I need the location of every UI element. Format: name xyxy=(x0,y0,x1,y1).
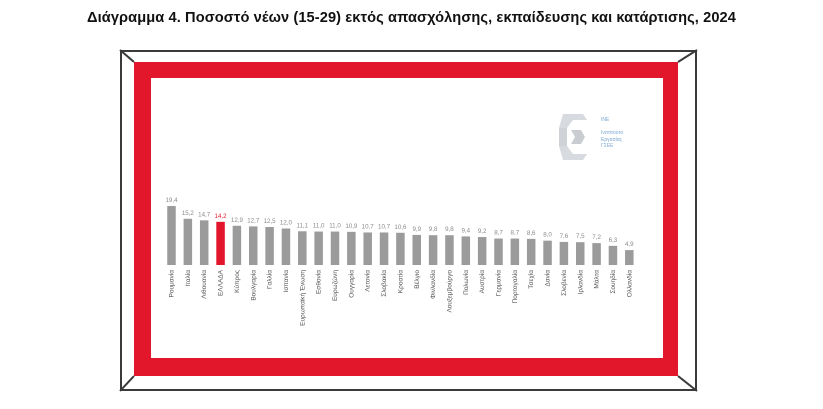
value-label-27: 6,3 xyxy=(609,237,618,244)
value-label-19: 9,2 xyxy=(478,228,487,235)
bar-1 xyxy=(183,218,193,265)
category-label-19: Αυστρία xyxy=(478,270,486,294)
bar-14 xyxy=(396,232,405,265)
bar-20 xyxy=(494,238,503,265)
value-label-16: 9,8 xyxy=(429,226,438,233)
category-label-13: Σλοβακία xyxy=(380,270,388,297)
category-label-28: Ολλανδία xyxy=(625,270,633,298)
value-label-21: 8,7 xyxy=(511,230,520,237)
value-label-28: 4,9 xyxy=(625,241,634,248)
category-label-1: Ιταλία xyxy=(184,270,192,287)
value-label-6: 12,5 xyxy=(264,218,277,225)
bar-23 xyxy=(543,240,552,265)
category-label-21: Πορτογαλία xyxy=(511,270,519,304)
category-label-4: Κύπρος xyxy=(233,270,241,293)
value-label-8: 11,1 xyxy=(297,222,309,229)
bar-12 xyxy=(363,232,372,265)
value-label-15: 9,9 xyxy=(412,226,421,233)
category-label-22: Τσεχία xyxy=(527,270,535,289)
value-label-11: 10,9 xyxy=(345,223,358,230)
value-label-7: 12,0 xyxy=(280,220,293,227)
chart-panel xyxy=(151,78,663,358)
bar-3 xyxy=(216,221,225,265)
value-label-14: 10,6 xyxy=(394,224,407,231)
category-label-0: Ρουμανία xyxy=(168,270,176,298)
bar-26 xyxy=(592,243,601,265)
value-label-0: 19,4 xyxy=(165,197,178,204)
category-label-16: Φινλανδία xyxy=(429,270,437,299)
bar-9 xyxy=(314,231,323,265)
value-label-18: 9,4 xyxy=(461,227,470,234)
category-label-23: Δανία xyxy=(544,270,552,287)
category-label-3: ΕΛΛΑΔΑ xyxy=(218,269,225,296)
category-label-8: Ευρωπαϊκή Ένωση xyxy=(299,270,306,326)
value-label-20: 8,7 xyxy=(494,230,503,237)
category-label-10: Ευρωζώνη xyxy=(331,270,339,301)
bar-5 xyxy=(249,226,258,265)
bar-25 xyxy=(576,242,585,265)
category-label-25: Ιρλανδία xyxy=(576,270,584,295)
value-label-17: 9,8 xyxy=(445,226,454,233)
bar-11 xyxy=(347,231,356,265)
category-label-6: Γαλλία xyxy=(266,270,274,289)
bar-22 xyxy=(526,238,536,265)
category-label-7: Ισπανία xyxy=(282,270,290,293)
bar-19 xyxy=(477,237,487,265)
value-label-25: 7,5 xyxy=(576,233,585,240)
bar-24 xyxy=(559,241,569,265)
value-label-2: 14,7 xyxy=(198,211,211,218)
value-label-1: 15,2 xyxy=(182,210,195,217)
category-label-14: Κροατία xyxy=(396,270,404,293)
bar-13 xyxy=(379,232,389,265)
value-label-13: 10,7 xyxy=(378,223,391,230)
bar-16 xyxy=(428,235,438,265)
category-label-5: Βουλγαρία xyxy=(249,270,257,301)
bar-21 xyxy=(510,238,520,265)
bar-chart: 19,4 15,2 14,7 14,212,9 12,7 12,5 12,0 11,1 11,0… xyxy=(165,197,634,326)
category-label-2: Λιθουανία xyxy=(200,270,208,299)
bar-7 xyxy=(281,228,291,265)
chart-title: Διάγραμμα 4. Ποσοστό νέων (15-29) εκτός … xyxy=(87,10,736,26)
category-label-20: Γερμανία xyxy=(495,270,503,296)
value-label-12: 10,7 xyxy=(362,223,375,230)
value-label-24: 7,6 xyxy=(560,233,569,240)
bar-27 xyxy=(608,245,618,265)
institute-logo-text: ΙΝΕ Ινστιτούτο Εργασίας ΓΣΕΕ xyxy=(601,117,624,149)
bar-28 xyxy=(625,250,634,265)
bar-15 xyxy=(412,234,421,265)
category-label-26: Μάλτα xyxy=(593,270,601,289)
category-label-18: Πολωνία xyxy=(462,270,470,295)
value-label-4: 12,9 xyxy=(231,217,244,224)
bar-17 xyxy=(445,235,454,265)
bar-2 xyxy=(199,220,209,265)
category-label-12: Λετονία xyxy=(364,270,372,292)
bar-18 xyxy=(461,236,471,265)
bar-0 xyxy=(167,206,176,265)
value-label-22: 8,6 xyxy=(527,230,536,237)
bar-10 xyxy=(330,231,340,265)
bar-8 xyxy=(298,231,307,265)
value-label-9: 11,0 xyxy=(313,223,325,230)
value-label-3: 14,2 xyxy=(215,213,228,220)
category-label-24: Σλοβενία xyxy=(560,270,568,296)
category-label-11: Ουγγαρία xyxy=(347,270,355,298)
institute-logo-icon xyxy=(559,114,587,160)
bar-4 xyxy=(232,225,242,265)
bar-6 xyxy=(265,227,274,265)
category-label-17: Λουξεμβούργο xyxy=(445,270,453,313)
category-label-15: Βέλγιο xyxy=(413,270,421,289)
value-label-23: 8,0 xyxy=(543,232,552,239)
category-label-9: Εσθονία xyxy=(315,270,323,294)
value-label-5: 12,7 xyxy=(247,217,260,224)
value-label-26: 7,2 xyxy=(592,234,601,241)
category-label-27: Σουηδία xyxy=(609,270,617,294)
value-label-10: 11,0 xyxy=(329,223,341,230)
